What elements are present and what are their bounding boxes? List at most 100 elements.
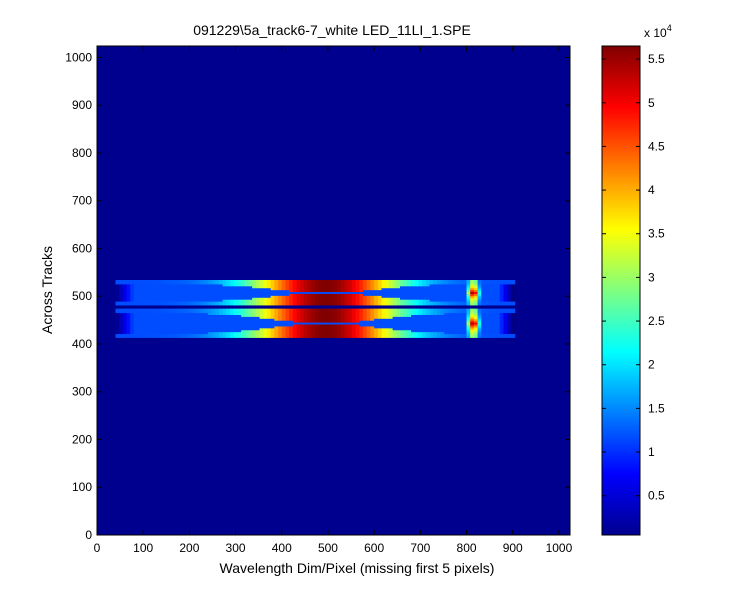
heatmap-cell	[481, 333, 486, 336]
heatmap-cell	[396, 322, 401, 325]
heatmap-cell	[185, 327, 190, 331]
heatmap-cell	[473, 297, 479, 300]
heatmap-cell	[167, 327, 172, 331]
heatmap-cell	[259, 335, 264, 338]
heatmap-cell	[126, 316, 131, 319]
heatmap-cell	[436, 322, 442, 325]
heatmap-cell	[403, 323, 409, 327]
heatmap-cell	[473, 323, 479, 327]
heatmap-cell	[499, 302, 505, 306]
heatmap-cell	[470, 281, 475, 285]
heatmap-cell	[381, 325, 386, 329]
heatmap-cell	[351, 302, 357, 306]
heatmap-cell	[156, 285, 161, 289]
heatmap-cell	[492, 302, 497, 306]
heatmap-cell	[148, 322, 154, 325]
heatmap-cell	[152, 308, 157, 312]
heatmap-cell	[414, 301, 420, 304]
heatmap-cell	[130, 281, 135, 285]
heatmap-cell	[174, 320, 179, 323]
heatmap-cell	[433, 281, 438, 285]
y-tick-label: 1000	[65, 50, 92, 64]
heatmap-cell	[211, 293, 216, 296]
heatmap-cell	[340, 295, 346, 298]
heatmap-cell	[170, 291, 176, 294]
heatmap-cell	[281, 329, 287, 333]
heatmap-cell	[488, 320, 493, 323]
heatmap-cell	[196, 295, 202, 298]
heatmap-cell	[340, 323, 346, 327]
heatmap-cell	[145, 302, 150, 306]
heatmap-cell	[133, 312, 139, 315]
heatmap-cell	[185, 281, 190, 285]
heatmap-cell	[503, 325, 508, 329]
heatmap-cell	[259, 299, 264, 302]
heatmap-cell	[141, 331, 146, 335]
heatmap-cell	[333, 316, 338, 319]
heatmap-cell	[455, 283, 460, 287]
heatmap-cell	[241, 291, 246, 294]
heatmap-cell	[145, 283, 150, 287]
heatmap-cell	[344, 279, 349, 283]
heatmap-cell	[263, 293, 268, 296]
heatmap-cell	[448, 329, 453, 333]
heatmap-cell	[252, 316, 257, 319]
heatmap-cell	[181, 312, 187, 315]
heatmap-cell	[222, 329, 227, 333]
heatmap-cell	[440, 316, 445, 319]
heatmap-cell	[130, 335, 135, 338]
heatmap-cell	[451, 287, 457, 291]
heatmap-cell	[218, 302, 224, 306]
heatmap-cell	[126, 314, 131, 317]
heatmap-cell	[185, 333, 190, 336]
heatmap-cell	[252, 289, 257, 293]
heatmap-cell	[230, 320, 235, 323]
heatmap-cell	[311, 322, 316, 325]
heatmap-cell	[226, 318, 231, 321]
heatmap-cell	[189, 308, 194, 312]
heatmap-cell	[137, 283, 142, 287]
heatmap-cell	[507, 327, 512, 331]
heatmap-cell	[218, 333, 224, 336]
heatmap-cell	[510, 279, 516, 283]
heatmap-cell	[462, 331, 468, 335]
heatmap-cell	[477, 323, 482, 327]
heatmap-cell	[181, 297, 187, 300]
heatmap-cell	[218, 329, 224, 333]
heatmap-cell	[248, 327, 253, 331]
heatmap-cell	[255, 325, 261, 329]
heatmap-cell	[411, 318, 416, 321]
heatmap-cell	[193, 327, 198, 331]
heatmap-cell	[400, 291, 405, 294]
heatmap-cell	[374, 279, 379, 283]
heatmap-cell	[211, 329, 216, 333]
heatmap-cell	[137, 325, 142, 329]
heatmap-cell	[322, 331, 327, 335]
heatmap-cell	[289, 333, 294, 336]
heatmap-cell	[455, 331, 460, 335]
heatmap-cell	[392, 302, 397, 306]
heatmap-cell	[159, 333, 165, 336]
heatmap-cell	[337, 327, 342, 331]
heatmap-cell	[200, 285, 205, 289]
heatmap-cell	[366, 297, 372, 300]
heatmap-cell	[252, 302, 257, 306]
heatmap-cell	[292, 302, 298, 306]
heatmap-cell	[237, 312, 242, 315]
heatmap-cell	[211, 283, 216, 287]
heatmap-cell	[193, 297, 198, 300]
heatmap-cell	[318, 297, 324, 300]
heatmap-cell	[163, 325, 168, 329]
heatmap-cell	[156, 289, 161, 293]
heatmap-cell	[370, 329, 375, 333]
heatmap-cell	[462, 316, 468, 319]
heatmap-cell	[385, 289, 390, 293]
heatmap-cell	[222, 291, 227, 294]
heatmap-cell	[422, 302, 427, 306]
heatmap-cell	[156, 312, 161, 315]
heatmap-cell	[307, 333, 312, 336]
heatmap-cell	[170, 327, 176, 331]
heatmap-cell	[326, 323, 331, 327]
heatmap-cell	[440, 325, 445, 329]
heatmap-cell	[233, 289, 239, 293]
